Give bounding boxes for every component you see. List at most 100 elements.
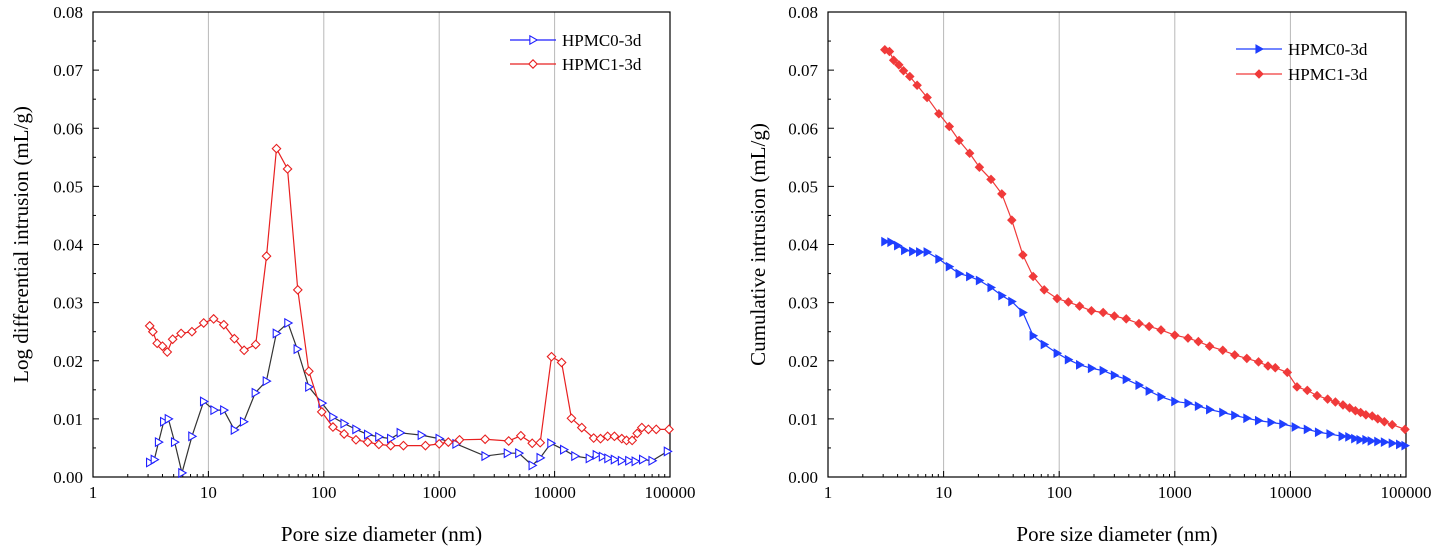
data-point [1110, 370, 1120, 381]
data-point [1184, 398, 1193, 409]
data-point [1086, 305, 1097, 316]
data-point [188, 431, 198, 442]
data-point [643, 424, 654, 435]
data-point [417, 430, 427, 441]
data-point [160, 416, 170, 427]
data-point [1008, 296, 1017, 307]
data-point [261, 251, 272, 262]
data-point [1396, 439, 1405, 450]
data-point [373, 439, 384, 450]
data-point [1156, 325, 1166, 335]
y-axis-title: Log differential intrusion (mL/g) [9, 106, 33, 383]
y-axis-title: Cumulative intrusion (mL/g) [746, 123, 770, 366]
data-point [546, 351, 557, 362]
data-point [208, 313, 219, 324]
data-point [284, 317, 294, 329]
y-tick-label: 0.08 [53, 3, 83, 22]
data-point [888, 55, 899, 66]
data-point [1040, 339, 1050, 350]
data-point [1219, 407, 1228, 418]
data-point [1229, 350, 1240, 360]
data-point [385, 440, 396, 451]
data-point [329, 411, 339, 423]
data-point [1267, 417, 1277, 428]
data-point [157, 341, 168, 352]
data-point [1157, 391, 1167, 402]
data-point [1053, 348, 1063, 359]
data-point [944, 121, 955, 132]
data-point [1052, 293, 1062, 304]
data-point [1193, 336, 1204, 347]
data-point [1019, 307, 1028, 318]
data-point [1362, 434, 1371, 445]
data-point [398, 440, 409, 451]
y-tick-label: 0.05 [53, 177, 83, 196]
data-point [1018, 250, 1028, 260]
data-point [1338, 431, 1348, 442]
data-point [154, 436, 164, 448]
data-point [443, 437, 454, 448]
data-point [210, 405, 220, 416]
data-point [1279, 419, 1288, 429]
data-point [881, 236, 890, 247]
data-point [547, 438, 557, 449]
x-tick-label: 100000 [1381, 483, 1432, 502]
data-point [627, 435, 638, 446]
series-line [884, 49, 1406, 430]
x-tick-label: 10000 [533, 483, 576, 502]
data-point [1387, 419, 1397, 430]
data-point [1029, 330, 1039, 341]
data-point [610, 454, 620, 465]
data-point [535, 437, 546, 448]
y-tick-label: 0.01 [788, 410, 818, 429]
data-point [303, 366, 314, 377]
data-point [199, 396, 209, 407]
data-point [1098, 307, 1108, 318]
legend-label: HPMC1-3d [1288, 65, 1368, 84]
data-point [1291, 422, 1301, 432]
data-point [434, 438, 445, 449]
data-point [964, 148, 975, 159]
legend-item-1: HPMC0-3d [1236, 40, 1368, 59]
data-point [898, 65, 909, 76]
series-line [149, 321, 668, 474]
data-point [1379, 417, 1390, 427]
data-point [396, 427, 406, 438]
data-point [327, 422, 338, 432]
legend-item-2: HPMC1-3d [510, 55, 642, 74]
series-1 [881, 236, 1410, 451]
y-tick-label: 0.06 [788, 119, 818, 138]
plot-frame [92, 11, 671, 478]
data-point [1254, 415, 1264, 426]
data-point [1231, 410, 1240, 421]
data-point [316, 406, 327, 417]
legend-item-2: HPMC1-3d [1236, 65, 1368, 84]
data-point [887, 237, 896, 248]
data-point [604, 453, 614, 464]
data-point [362, 437, 373, 448]
data-point [566, 413, 577, 424]
data-point [1367, 436, 1377, 446]
data-point [1326, 429, 1335, 439]
data-point [339, 429, 350, 439]
data-point [1374, 436, 1383, 447]
series-line [149, 146, 669, 447]
data-point [609, 431, 620, 442]
data-point [218, 319, 229, 330]
data-point [229, 333, 240, 344]
data-point [922, 92, 932, 103]
data-point [176, 328, 187, 339]
data-point [625, 455, 635, 466]
data-point [1361, 410, 1371, 420]
data-point [272, 328, 282, 339]
data-point [1076, 359, 1085, 370]
data-point [595, 433, 606, 444]
y-tick-label: 0.04 [53, 236, 83, 255]
legend-item-1: HPMC0-3d [510, 31, 642, 50]
data-point [1367, 411, 1377, 421]
data-point [170, 436, 180, 448]
data-point [1183, 333, 1193, 343]
series-2 [144, 143, 674, 451]
data-point [1028, 271, 1038, 282]
